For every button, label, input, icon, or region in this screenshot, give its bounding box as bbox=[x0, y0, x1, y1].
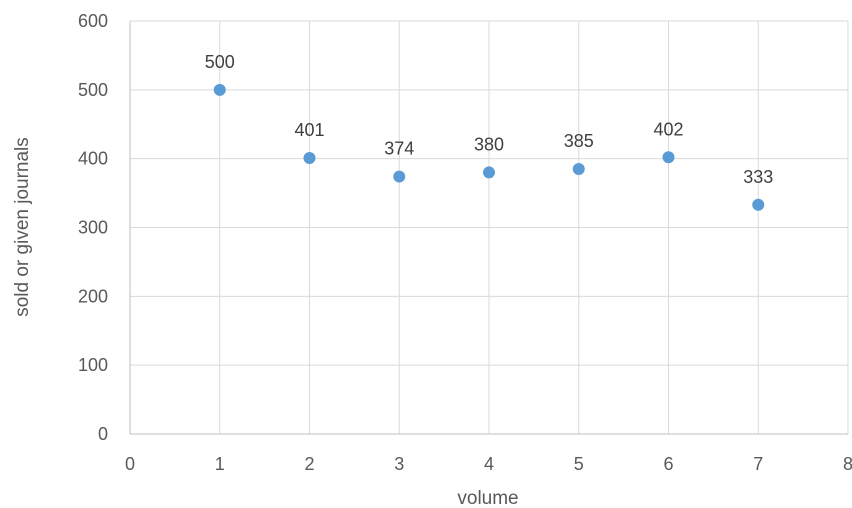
data-point bbox=[662, 151, 675, 164]
gridlines bbox=[130, 20, 849, 434]
data-point bbox=[213, 83, 226, 96]
y-tick-label: 600 bbox=[78, 11, 108, 31]
y-tick-label: 0 bbox=[98, 424, 108, 444]
y-tick-label: 400 bbox=[78, 149, 108, 169]
data-point bbox=[303, 151, 316, 164]
data-labels: 500 401 374 380 385 402 333 bbox=[205, 52, 774, 187]
y-tick-label: 300 bbox=[78, 218, 108, 238]
data-points bbox=[213, 83, 765, 211]
data-label: 401 bbox=[294, 120, 324, 140]
x-tick-label: 8 bbox=[843, 454, 852, 474]
data-label: 402 bbox=[653, 119, 683, 139]
x-tick-label: 6 bbox=[663, 454, 673, 474]
y-tick-label: 100 bbox=[78, 355, 108, 375]
x-tick-label: 2 bbox=[304, 454, 314, 474]
y-tick-labels: 0 100 200 300 400 500 600 bbox=[78, 11, 108, 444]
data-label: 333 bbox=[743, 167, 773, 187]
data-point bbox=[572, 162, 585, 175]
data-label: 380 bbox=[474, 134, 504, 154]
y-axis-title: sold or given journals bbox=[12, 137, 33, 317]
data-point bbox=[752, 198, 765, 211]
data-label: 374 bbox=[384, 139, 414, 159]
x-tick-label: 5 bbox=[574, 454, 584, 474]
x-tick-label: 0 bbox=[125, 454, 135, 474]
data-label: 385 bbox=[564, 131, 594, 151]
data-label: 500 bbox=[205, 52, 235, 72]
axes bbox=[129, 21, 848, 435]
y-tick-label: 200 bbox=[78, 286, 108, 306]
x-tick-label: 7 bbox=[753, 454, 763, 474]
x-tick-label: 1 bbox=[215, 454, 225, 474]
data-point bbox=[393, 170, 406, 183]
x-tick-label: 3 bbox=[394, 454, 404, 474]
x-axis-title: volume bbox=[457, 488, 518, 508]
x-tick-label: 4 bbox=[484, 454, 494, 474]
data-point bbox=[483, 166, 495, 179]
y-tick-label: 500 bbox=[78, 80, 108, 100]
x-tick-labels: 0 1 2 3 4 5 6 7 8 bbox=[125, 454, 852, 474]
